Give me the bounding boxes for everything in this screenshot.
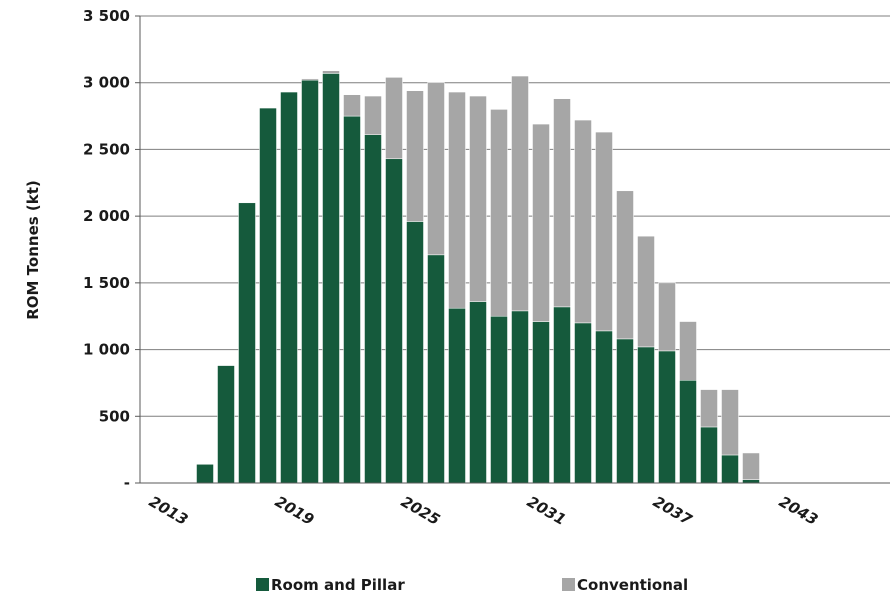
bar-conventional-2024 xyxy=(385,77,403,160)
bar-conventional-2040 xyxy=(721,389,739,456)
bar-room-and-pillar-2030 xyxy=(511,310,529,484)
bar-room-and-pillar-2027 xyxy=(448,307,466,484)
y-tick-labels: - 500 1 000 1 500 2 000 2 500 3 000 3 500 xyxy=(83,7,130,492)
bar-conventional-2032 xyxy=(553,98,571,308)
bar-conventional-2038 xyxy=(679,321,697,381)
x-tick-labels: 2013 2019 2025 2031 2037 2043 xyxy=(146,492,821,529)
bar-conventional-2041 xyxy=(742,452,760,480)
y-tick-label: 2 500 xyxy=(83,140,130,158)
y-tick-label: 1 000 xyxy=(83,341,130,359)
bar-room-and-pillar-2033 xyxy=(574,322,592,484)
bar-room-and-pillar-2017 xyxy=(238,202,256,484)
bar-conventional-2039 xyxy=(700,389,718,428)
y-tick-label: 3 000 xyxy=(83,74,130,92)
bar-room-and-pillar-2028 xyxy=(469,301,487,484)
bar-conventional-2037 xyxy=(658,282,676,352)
legend: Room and Pillar Conventional xyxy=(256,576,688,594)
bar-room-and-pillar-2019 xyxy=(280,91,298,484)
bar-conventional-2033 xyxy=(574,119,592,324)
bar-conventional-2026 xyxy=(427,82,445,256)
legend-label-conventional: Conventional xyxy=(577,576,688,594)
bar-room-and-pillar-2023 xyxy=(364,134,382,484)
axes xyxy=(135,15,890,484)
bar-room-and-pillar-2025 xyxy=(406,221,424,484)
bar-room-and-pillar-2026 xyxy=(427,254,445,484)
bar-room-and-pillar-2020 xyxy=(301,79,319,484)
y-tick-label: 3 500 xyxy=(83,7,130,25)
x-tick-label: 2013 xyxy=(146,492,191,528)
y-axis-title: ROM Tonnes (kt) xyxy=(24,180,42,320)
bar-conventional-2022 xyxy=(343,94,361,117)
bar-conventional-2028 xyxy=(469,95,487,302)
y-tick-label: 500 xyxy=(99,407,130,425)
bar-room-and-pillar-2022 xyxy=(343,115,361,484)
bar-room-and-pillar-2034 xyxy=(595,330,613,484)
x-tick-label: 2031 xyxy=(524,492,569,528)
bar-conventional-2020 xyxy=(301,78,319,81)
bar-conventional-2025 xyxy=(406,90,424,222)
bar-conventional-2023 xyxy=(364,95,382,136)
x-tick-label: 2019 xyxy=(272,492,317,528)
bar-room-and-pillar-2029 xyxy=(490,315,508,484)
bar-room-and-pillar-2036 xyxy=(637,346,655,484)
bar-room-and-pillar-2021 xyxy=(322,73,340,484)
bar-conventional-2036 xyxy=(637,235,655,348)
y-tick-label: 1 500 xyxy=(83,274,130,292)
bar-conventional-2027 xyxy=(448,91,466,309)
bar-conventional-2021 xyxy=(322,70,340,74)
bar-conventional-2030 xyxy=(511,75,529,312)
bar-room-and-pillar-2040 xyxy=(721,454,739,484)
bar-room-and-pillar-2035 xyxy=(616,338,634,484)
bar-room-and-pillar-2015 xyxy=(196,464,214,484)
x-tick-label: 2043 xyxy=(776,492,821,528)
bars xyxy=(196,70,760,484)
y-tick-label: - xyxy=(124,474,130,492)
legend-label-room-and-pillar: Room and Pillar xyxy=(271,576,405,594)
bar-room-and-pillar-2032 xyxy=(553,306,571,484)
y-tick-label: 2 000 xyxy=(83,207,130,225)
bar-room-and-pillar-2024 xyxy=(385,158,403,484)
bar-room-and-pillar-2031 xyxy=(532,321,550,484)
bar-room-and-pillar-2041 xyxy=(742,479,760,484)
bar-conventional-2035 xyxy=(616,190,634,340)
bar-room-and-pillar-2038 xyxy=(679,380,697,484)
bar-room-and-pillar-2018 xyxy=(259,107,277,484)
legend-swatch-room-and-pillar xyxy=(256,578,269,591)
bar-room-and-pillar-2016 xyxy=(217,365,235,484)
bar-room-and-pillar-2037 xyxy=(658,350,676,484)
bar-room-and-pillar-2039 xyxy=(700,426,718,484)
x-tick-label: 2037 xyxy=(650,492,696,529)
bar-conventional-2031 xyxy=(532,123,550,322)
bar-conventional-2034 xyxy=(595,131,613,332)
bar-conventional-2029 xyxy=(490,109,508,317)
legend-swatch-conventional xyxy=(562,578,575,591)
x-tick-label: 2025 xyxy=(398,492,443,528)
